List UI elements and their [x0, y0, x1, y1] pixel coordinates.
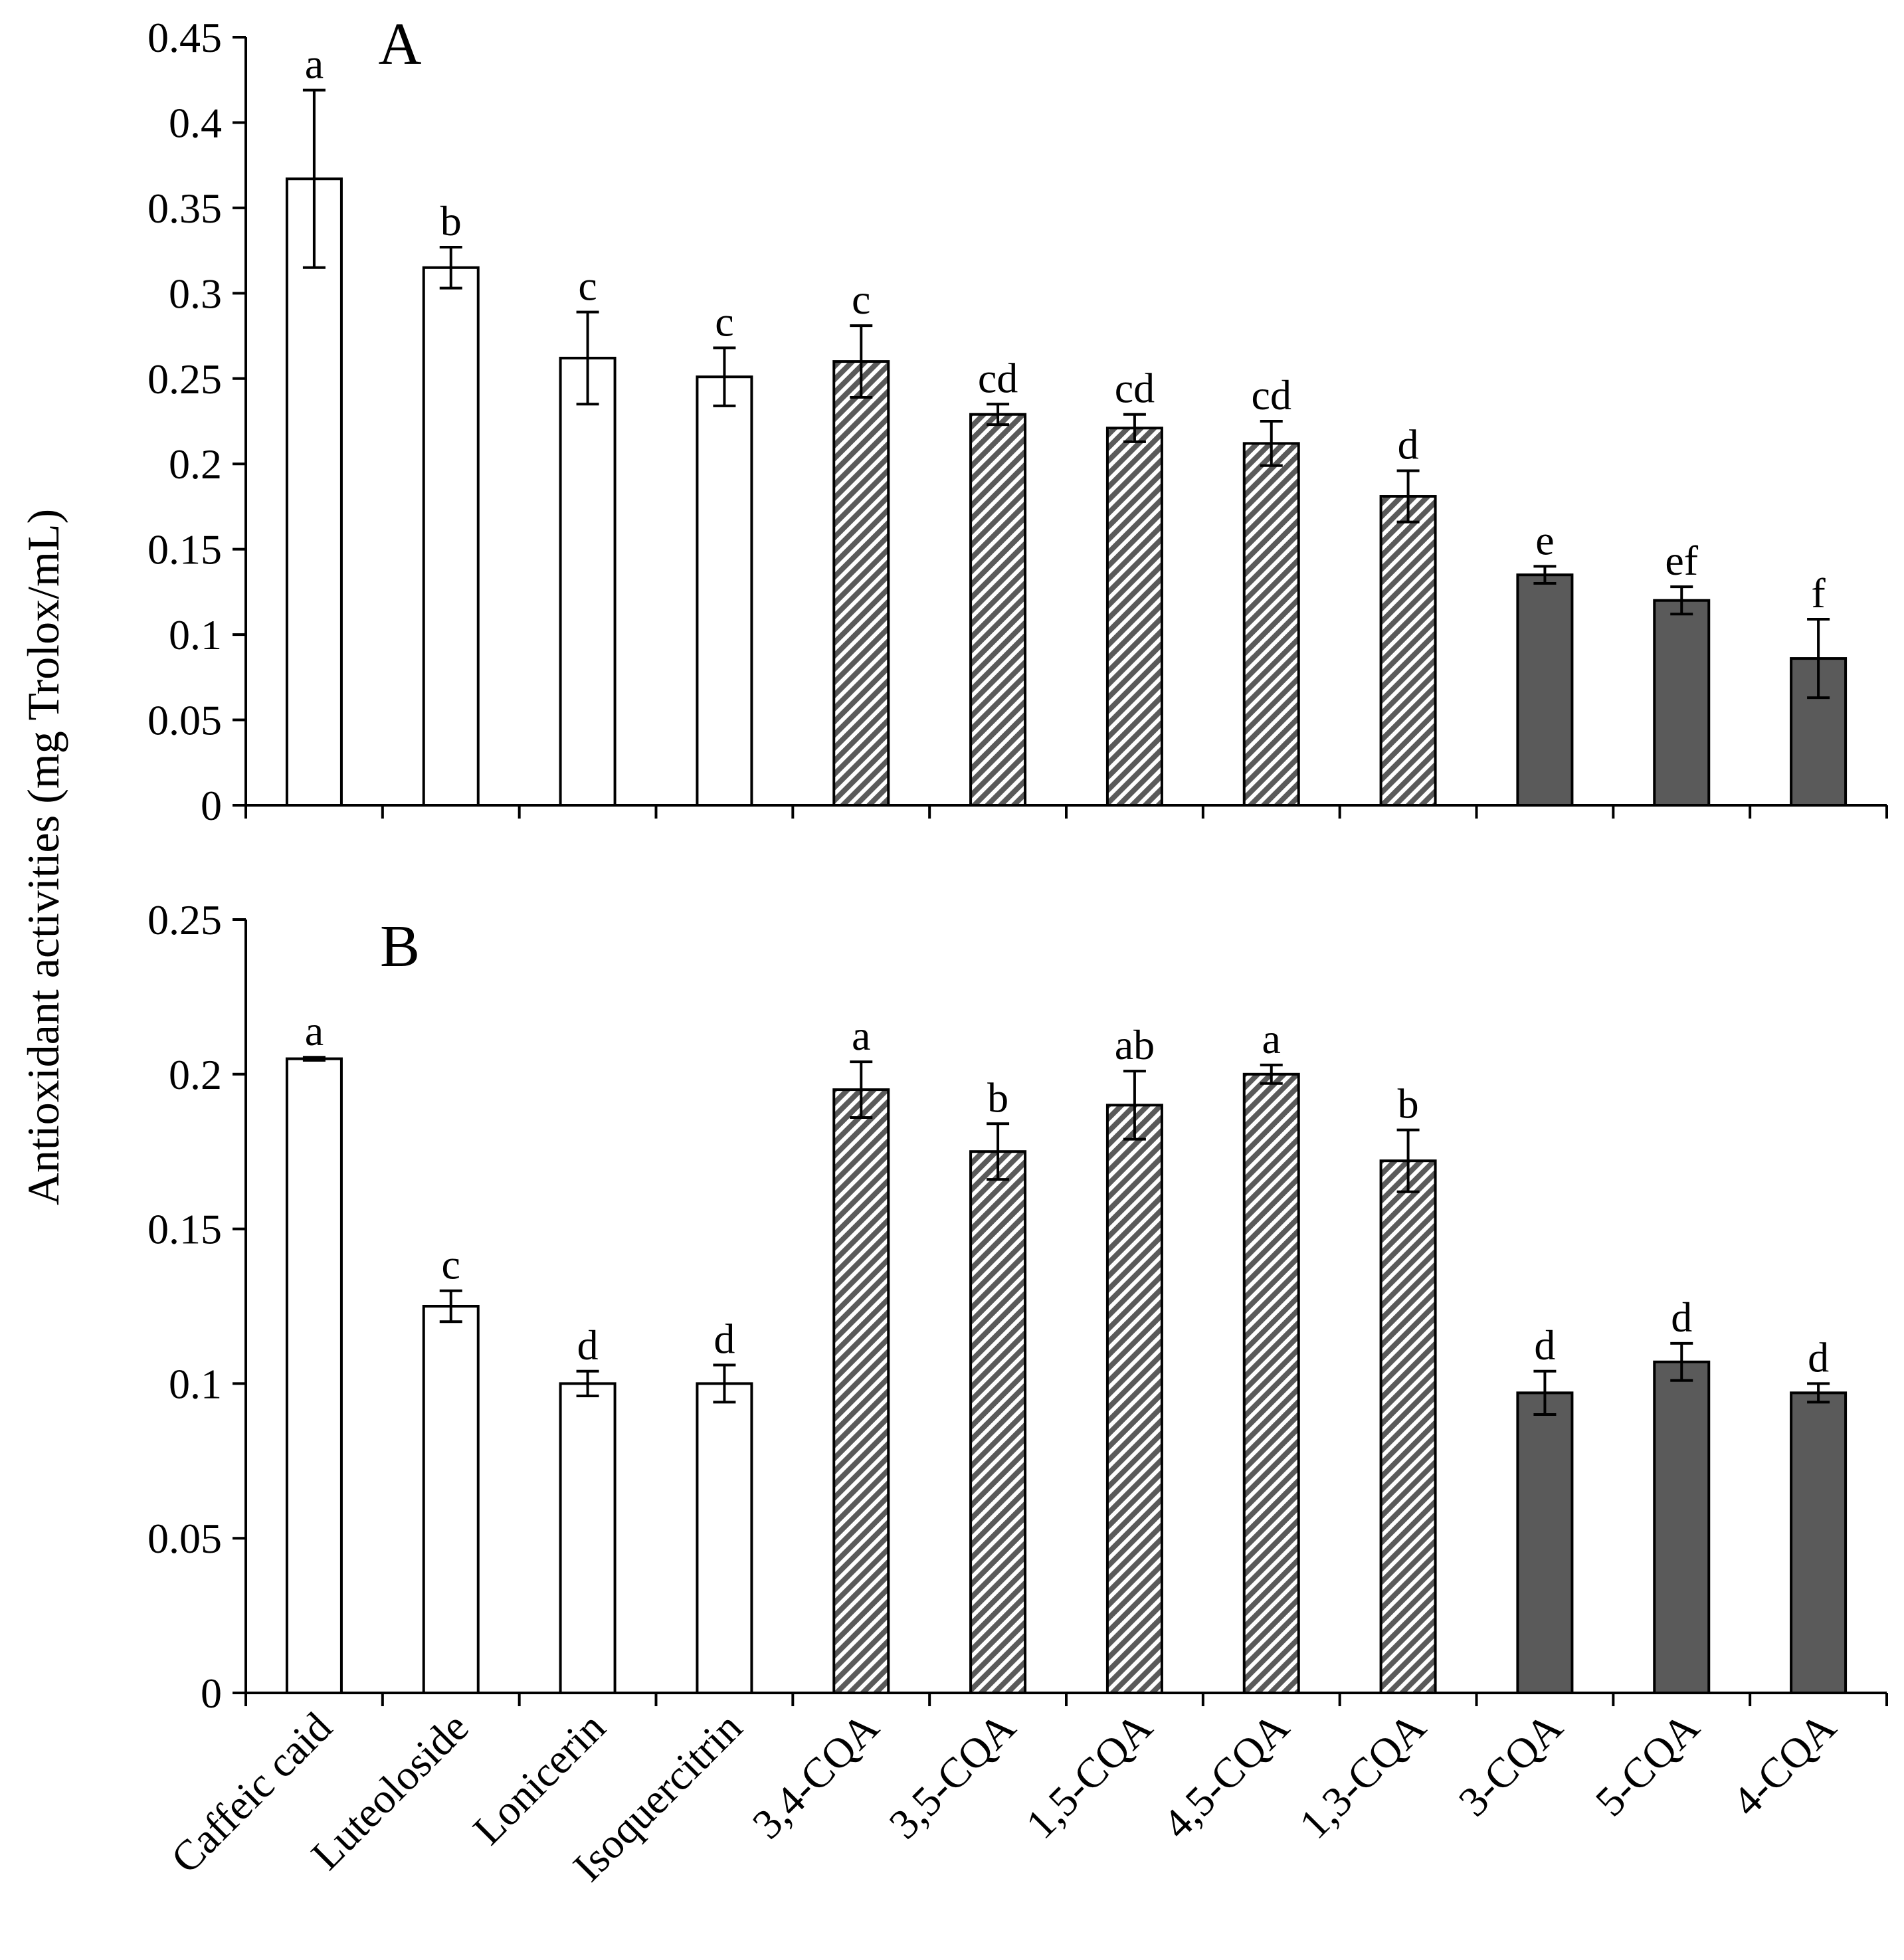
bar-b-2	[422, 1305, 480, 1694]
y-tick-label-a: 0	[201, 782, 222, 829]
significance-letter-a-1: a	[305, 41, 324, 88]
panel-a: A 0 0.05 0.1 0.15 0.2 0.25 0.3 0.35 0.4 0.45 a b c c c…	[147, 11, 1888, 829]
significance-letter-b-12: d	[1808, 1333, 1829, 1381]
significance-letter-b-9: b	[1398, 1080, 1419, 1127]
x-category-label: 3,4-CQA	[743, 1704, 888, 1848]
bar-a-9	[1379, 495, 1437, 807]
bar-b-7	[1105, 1104, 1163, 1694]
significance-letter-b-11: d	[1671, 1294, 1692, 1341]
y-tick-label-a: 0.45	[147, 14, 222, 61]
x-axis-category-labels: Caffeic caidLuteolosideLonicerinIsoquerc…	[162, 1704, 1845, 1890]
y-tick-label-a: 0.25	[147, 355, 222, 403]
bar-b-12	[1790, 1391, 1848, 1694]
bar-a-3	[559, 356, 617, 807]
bar-a-7	[1105, 427, 1163, 807]
y-tick-label-a: 0.35	[147, 185, 222, 232]
y-axis-label: Antioxidant activities (mg Trolox/mL)	[18, 509, 68, 1205]
significance-letter-b-8: a	[1262, 1015, 1281, 1062]
bar-a-8	[1242, 442, 1300, 807]
bar-b-4	[696, 1382, 753, 1694]
significance-letter-a-10: e	[1535, 516, 1554, 563]
x-category-label: 4,5-CQA	[1153, 1704, 1297, 1848]
panel-a-label: A	[379, 11, 422, 77]
significance-letter-a-5: c	[852, 276, 870, 323]
x-category-label: 1,3-CQA	[1290, 1704, 1434, 1848]
bar-b-3	[559, 1382, 617, 1694]
significance-letter-b-3: d	[577, 1322, 599, 1369]
significance-letter-b-7: ab	[1115, 1021, 1155, 1068]
significance-letter-a-9: d	[1398, 421, 1419, 468]
bar-b-1	[285, 1057, 343, 1694]
significance-letter-a-7: cd	[1115, 365, 1155, 412]
y-tick-label-a: 0.05	[147, 697, 222, 744]
y-tick-label-b: 0.05	[147, 1515, 222, 1562]
bar-a-11	[1653, 599, 1711, 807]
significance-letter-a-6: cd	[978, 354, 1018, 401]
y-tick-label-a: 0.4	[169, 99, 222, 146]
x-category-label: 1,5-CQA	[1016, 1704, 1161, 1848]
y-tick-label-b: 0.1	[169, 1360, 222, 1407]
significance-letter-a-11: ef	[1665, 537, 1698, 584]
significance-letter-b-5: a	[852, 1012, 870, 1059]
bar-a-1	[285, 177, 343, 807]
significance-letter-b-4: d	[714, 1315, 735, 1362]
y-tick-label-a: 0.15	[147, 526, 222, 573]
significance-letter-a-8: cd	[1252, 371, 1291, 419]
panel-b-label: B	[380, 914, 420, 979]
y-tick-label-b: 0.15	[147, 1206, 222, 1253]
bar-a-10	[1516, 573, 1574, 807]
x-category-label: 3,5-CQA	[880, 1704, 1024, 1848]
significance-letter-b-6: b	[987, 1074, 1008, 1121]
bar-a-6	[969, 413, 1027, 807]
x-category-label: 4-CQA	[1723, 1704, 1845, 1825]
significance-letter-a-12: f	[1811, 569, 1826, 617]
bar-a-4	[696, 375, 753, 807]
x-category-label: 3-CQA	[1450, 1704, 1571, 1825]
bar-a-2	[422, 266, 480, 807]
y-tick-label-a: 0.1	[169, 611, 222, 658]
bar-a-5	[832, 360, 890, 807]
bar-b-8	[1242, 1072, 1300, 1695]
bar-b-10	[1516, 1391, 1574, 1694]
bar-b-9	[1379, 1159, 1437, 1694]
x-category-label: 5-CQA	[1586, 1704, 1708, 1825]
significance-letter-a-4: c	[715, 298, 733, 345]
significance-letter-b-1: a	[305, 1007, 324, 1054]
bar-b-11	[1653, 1360, 1711, 1695]
significance-letter-a-2: b	[440, 197, 462, 245]
bar-b-5	[832, 1088, 890, 1694]
significance-letter-b-2: c	[442, 1241, 460, 1288]
significance-letter-a-3: c	[578, 262, 597, 310]
bar-b-6	[969, 1150, 1027, 1694]
y-tick-label-a: 0.3	[169, 270, 222, 317]
y-tick-label-b: 0.25	[147, 896, 222, 943]
y-tick-label-a: 0.2	[169, 441, 222, 488]
significance-letter-b-10: d	[1534, 1322, 1555, 1369]
y-tick-label-b: 0.2	[169, 1051, 222, 1098]
y-tick-label-b: 0	[201, 1670, 222, 1717]
